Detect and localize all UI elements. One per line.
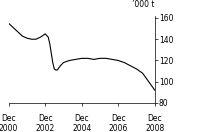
Text: Dec
2008: Dec 2008 bbox=[145, 114, 164, 132]
Text: Dec
2002: Dec 2002 bbox=[35, 114, 55, 132]
Text: ’000 t: ’000 t bbox=[132, 0, 155, 9]
Text: Dec
2004: Dec 2004 bbox=[72, 114, 91, 132]
Text: Dec
2000: Dec 2000 bbox=[0, 114, 18, 132]
Text: Dec
2006: Dec 2006 bbox=[109, 114, 128, 132]
